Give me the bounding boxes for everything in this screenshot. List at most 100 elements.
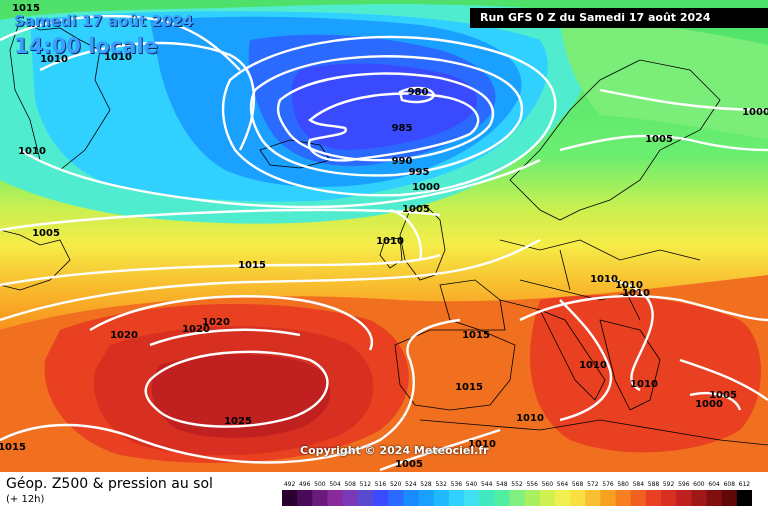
scale-tick-label: 504 bbox=[329, 481, 341, 488]
scale-swatch bbox=[357, 490, 374, 506]
scale-swatch bbox=[327, 490, 344, 506]
isobar-1000-low bbox=[221, 35, 557, 197]
scale-tick-label: 564 bbox=[557, 481, 569, 488]
isobar-label: 985 bbox=[392, 123, 413, 134]
isobar-990-low bbox=[276, 72, 495, 162]
scale-swatch bbox=[691, 490, 708, 506]
scale-swatch bbox=[494, 490, 510, 506]
isobar-labels: 1015 1010 1010 1010 980 985 990 995 1000… bbox=[0, 3, 768, 470]
isobar-label: 995 bbox=[409, 167, 430, 178]
scale-tick-label: 496 bbox=[299, 481, 311, 488]
isobar-label: 1010 bbox=[630, 379, 658, 390]
scale-swatch bbox=[282, 490, 298, 506]
scale-tick-label: 528 bbox=[420, 481, 432, 488]
low-core bbox=[291, 63, 477, 151]
scale-tick-label: 536 bbox=[451, 481, 463, 488]
scale-swatch bbox=[630, 490, 647, 506]
scale-tick-label: 600 bbox=[693, 481, 705, 488]
scale-tick-label: 544 bbox=[481, 481, 493, 488]
scale-swatch bbox=[297, 490, 313, 506]
isobar-1000-east bbox=[689, 391, 742, 411]
europe-borders bbox=[499, 239, 701, 321]
color-scale-legend: 492 496 500 504 508 512 516 520 524 528 532 536 540 5… bbox=[282, 481, 752, 506]
isobar-label: 1010 bbox=[40, 54, 68, 65]
isobar-label: 1015 bbox=[12, 3, 40, 14]
scale-swatch bbox=[463, 490, 480, 506]
weather-map: 1015 1010 1010 1010 980 985 990 995 1000… bbox=[0, 0, 768, 472]
isobar-label: 990 bbox=[392, 156, 413, 167]
isobar-1020-inner bbox=[149, 328, 301, 347]
scale-swatch bbox=[570, 490, 586, 506]
balkans-coast bbox=[599, 319, 661, 411]
isobar-1015-mid bbox=[0, 238, 541, 322]
isobar-label: 1015 bbox=[0, 442, 26, 453]
scale-swatch bbox=[448, 490, 465, 506]
isobar-label: 980 bbox=[408, 87, 429, 98]
italy-coast bbox=[539, 309, 606, 401]
scale-tick-label: 500 bbox=[314, 481, 326, 488]
scale-swatch bbox=[479, 490, 495, 506]
scale-tick-label: 596 bbox=[678, 481, 690, 488]
mediterranean-red bbox=[530, 295, 761, 453]
isobars bbox=[0, 14, 768, 472]
scale-tick-label: 492 bbox=[284, 481, 296, 488]
isobar-985-low bbox=[307, 92, 480, 162]
isobar-label: 1010 bbox=[622, 288, 650, 299]
map-parameter-title: Géop. Z500 & pression au sol bbox=[6, 476, 213, 492]
scale-tick-label: 576 bbox=[602, 481, 614, 488]
scale-tick-label: 508 bbox=[344, 481, 356, 488]
run-info-banner: Run GFS 0 Z du Samedi 17 août 2024 bbox=[470, 8, 768, 28]
isobar-label: 1010 bbox=[579, 360, 607, 371]
scale-swatch bbox=[600, 490, 617, 506]
isobar-label: 1000 bbox=[695, 399, 723, 410]
isobar-label: 1020 bbox=[182, 324, 210, 335]
scale-tick-label: 512 bbox=[360, 481, 372, 488]
isobar-1020-high bbox=[89, 295, 373, 351]
isobar-1010-north bbox=[39, 41, 256, 151]
scale-tick-label: 556 bbox=[526, 481, 538, 488]
isobar-label: 1010 bbox=[590, 274, 618, 285]
scale-tick-label: 568 bbox=[572, 481, 584, 488]
isobar-980-low bbox=[398, 86, 436, 104]
france-coast bbox=[439, 279, 506, 331]
scale-swatch bbox=[418, 490, 435, 506]
scale-swatch bbox=[373, 490, 389, 506]
isobar-1025-high bbox=[144, 350, 329, 428]
scale-tick-label: 572 bbox=[587, 481, 599, 488]
scale-swatch bbox=[721, 490, 738, 506]
scale-swatch bbox=[676, 490, 692, 506]
isobar-label: 1015 bbox=[455, 382, 483, 393]
greenland-coast bbox=[9, 19, 111, 171]
scale-swatch bbox=[312, 490, 328, 506]
scandinavia-coast bbox=[509, 59, 721, 221]
isobar-label: 1005 bbox=[402, 204, 430, 215]
isobar-label: 1020 bbox=[202, 317, 230, 328]
isobar-label: 1015 bbox=[238, 260, 266, 271]
isobar-1000-north-east bbox=[599, 88, 768, 112]
canada-coast bbox=[0, 229, 71, 291]
iberia-coast bbox=[394, 329, 516, 411]
isobar-label: 1005 bbox=[709, 390, 737, 401]
scale-tick-label: 516 bbox=[375, 481, 387, 488]
isobar-label: 1000 bbox=[742, 107, 768, 118]
isobar-1005-east bbox=[679, 358, 768, 401]
scale-swatch bbox=[433, 490, 450, 506]
date-title: Samedi 17 août 2024 bbox=[14, 12, 194, 30]
isobar-1005-north-east bbox=[559, 134, 768, 152]
scale-swatch bbox=[585, 490, 601, 506]
local-time-title: 14:00 locale bbox=[14, 34, 158, 58]
scale-tick-label: 580 bbox=[617, 481, 629, 488]
scale-swatch bbox=[509, 490, 526, 506]
scale-tick-label: 540 bbox=[466, 481, 478, 488]
scale-tick-label: 608 bbox=[724, 481, 736, 488]
scale-swatch bbox=[645, 490, 662, 506]
scale-tick-label: 532 bbox=[435, 481, 447, 488]
isobar-label: 1005 bbox=[32, 228, 60, 239]
scale-swatch bbox=[539, 490, 556, 506]
scale-tick-label: 592 bbox=[663, 481, 675, 488]
scale-swatch bbox=[615, 490, 632, 506]
isobar-label: 1020 bbox=[110, 330, 138, 341]
scale-tick-label: 552 bbox=[511, 481, 523, 488]
isobar-1005-britain bbox=[389, 208, 423, 261]
geopotential-shading bbox=[0, 4, 768, 472]
